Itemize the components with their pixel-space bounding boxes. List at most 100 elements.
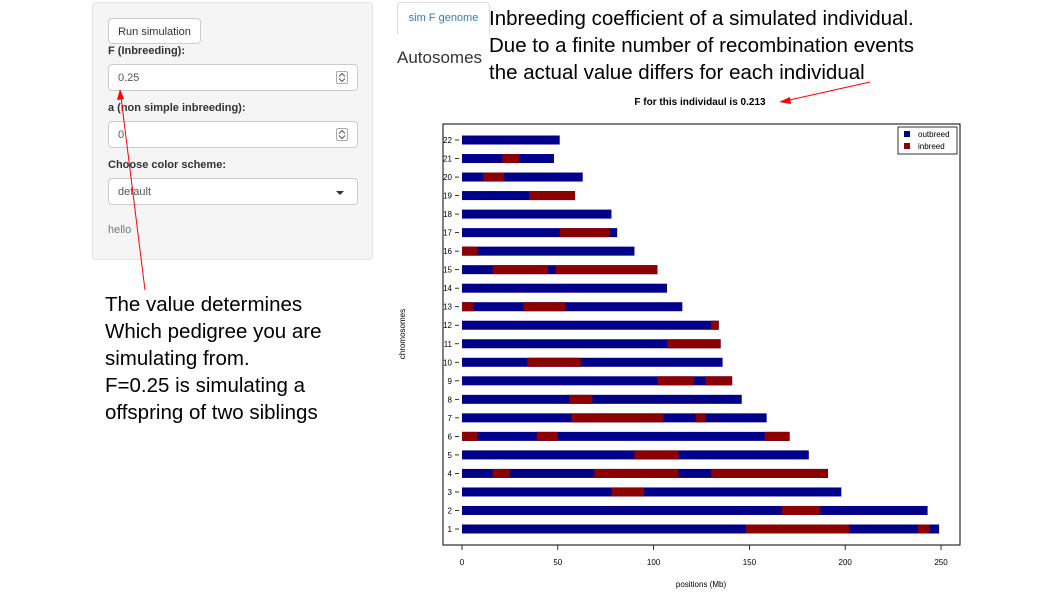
- inbred-segment: [559, 228, 610, 238]
- x-tick-label: 200: [839, 558, 853, 567]
- x-tick-label: 250: [934, 558, 948, 567]
- plot-frame: [442, 123, 961, 546]
- chromosome-bar-12: [462, 320, 719, 330]
- inbred-segment: [527, 357, 581, 367]
- y-tick-label: 16: [443, 247, 452, 256]
- annotation-top: Inbreeding coefficient of a simulated in…: [489, 5, 914, 86]
- x-tick-label: 150: [743, 558, 757, 567]
- inbred-segment: [711, 320, 719, 330]
- run-simulation-button[interactable]: Run simulation: [108, 18, 201, 44]
- chromosome-bar-14: [462, 283, 668, 293]
- y-tick-label: 14: [443, 284, 452, 293]
- y-tick-label: 5: [448, 451, 453, 460]
- f-inbreeding-input[interactable]: 0.25: [108, 64, 358, 91]
- arrow-to-f-value: [784, 81, 871, 102]
- y-tick-label: 13: [443, 303, 452, 312]
- chromosome-bar-1: [462, 524, 940, 534]
- chevron-down-icon: [336, 191, 344, 195]
- inbred-segment: [536, 431, 558, 441]
- inbred-segment: [523, 302, 566, 312]
- chromosome-bar-6: [462, 431, 790, 441]
- chromosome-bar-3: [462, 487, 842, 497]
- inbred-segment: [711, 468, 828, 478]
- x-axis-label: positions (Mb): [676, 580, 727, 589]
- inbred-segment: [462, 431, 478, 441]
- inbred-segment: [529, 191, 576, 201]
- legend-label-outbreed: outbreed: [918, 130, 950, 139]
- chromosome-bar-9: [462, 376, 733, 386]
- sidebar-footer-text: hello: [108, 224, 132, 236]
- y-tick-label: 21: [443, 155, 452, 164]
- y-tick-label: 3: [448, 488, 453, 497]
- chromosome-bar-2: [462, 505, 928, 515]
- inbred-segment: [483, 172, 505, 182]
- arrow-to-f-input: [120, 96, 146, 291]
- tab-sim-f-genome[interactable]: sim F genome: [397, 2, 490, 35]
- color-scheme-value: default: [118, 186, 152, 198]
- inbred-segment: [571, 413, 664, 423]
- f-spinner-icon[interactable]: [336, 71, 348, 84]
- a-non-simple-value: 0: [118, 129, 125, 141]
- chart-title: F for this individaul is 0.213: [634, 97, 766, 108]
- inbred-segment: [492, 265, 549, 275]
- chromosome-bar-20: [462, 172, 583, 182]
- a-non-simple-label: a (non simple inbreeding):: [108, 102, 246, 114]
- x-tick-label: 50: [553, 558, 562, 567]
- y-tick-label: 22: [443, 136, 452, 145]
- color-scheme-label: Choose color scheme:: [108, 159, 226, 171]
- chromosome-bar-22: [462, 135, 560, 145]
- y-tick-label: 17: [443, 229, 452, 238]
- a-non-simple-input[interactable]: 0: [108, 121, 358, 148]
- inbred-segment: [781, 505, 821, 515]
- inbred-segment: [462, 302, 474, 312]
- inbred-segment: [695, 413, 706, 423]
- legend: outbreed inbreed: [897, 126, 958, 155]
- annotation-left-line: F=0.25 is simulating a: [105, 374, 305, 397]
- x-tick-label: 0: [460, 558, 465, 567]
- annotation-top-line: the actual value differs for each indivi…: [489, 61, 865, 84]
- inbred-segment: [594, 468, 679, 478]
- y-axis-label: chromosomes: [398, 309, 407, 359]
- x-tick-label: 100: [647, 558, 661, 567]
- y-tick-label: 11: [444, 340, 453, 349]
- a-spinner-icon[interactable]: [336, 128, 348, 141]
- inbred-segment: [492, 468, 510, 478]
- chromosome-bar-13: [462, 302, 683, 312]
- legend-label-inbreed: inbreed: [918, 142, 945, 151]
- y-tick-label: 9: [448, 377, 453, 386]
- y-tick-label: 20: [443, 173, 452, 182]
- y-tick-label: 10: [443, 358, 452, 367]
- chromosome-bar-11: [462, 339, 721, 349]
- f-inbreeding-value: 0.25: [118, 72, 140, 84]
- y-tick-label: 1: [448, 525, 453, 534]
- inbred-segment: [555, 265, 658, 275]
- annotation-left-line: Which pedigree you are: [105, 320, 322, 343]
- y-tick-label: 8: [448, 395, 453, 404]
- annotation-top-line: Due to a finite number of recombination …: [489, 34, 915, 57]
- inbred-segment: [745, 524, 850, 534]
- inbred-segment: [634, 450, 679, 460]
- inbred-segment: [705, 376, 733, 386]
- y-tick-label: 2: [448, 506, 453, 515]
- chromosome-bar-19: [462, 191, 576, 201]
- annotation-left-line: offspring of two siblings: [105, 401, 318, 424]
- y-tick-label: 12: [443, 321, 452, 330]
- arrow-head-icon: [779, 97, 791, 104]
- inbred-segment: [764, 431, 790, 441]
- y-tick-label: 4: [448, 469, 453, 478]
- chromosome-bar-17: [462, 228, 618, 238]
- inbred-segment: [667, 339, 721, 349]
- annotation-left: The value determines Which pedigree you …: [105, 291, 322, 426]
- chromosome-bar-18: [462, 209, 612, 219]
- chromosome-bar-8: [462, 394, 742, 404]
- legend-swatch-inbreed: [904, 143, 910, 149]
- chromosome-bar-10: [462, 357, 723, 367]
- chromosome-bar-16: [462, 246, 635, 256]
- annotation-left-line: simulating from.: [105, 347, 250, 370]
- color-scheme-select[interactable]: default: [108, 178, 358, 205]
- y-tick-label: 15: [443, 266, 452, 275]
- f-inbreeding-label: F (Inbreeding):: [108, 45, 185, 57]
- inbred-segment: [462, 246, 478, 256]
- inbred-segment: [569, 394, 593, 404]
